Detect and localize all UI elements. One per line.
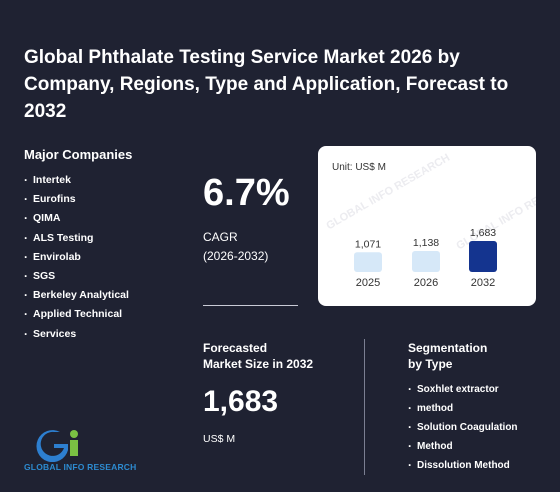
horizontal-divider — [203, 305, 298, 306]
category-label: 2032 — [471, 277, 495, 289]
category-label: 2025 — [356, 277, 380, 289]
bar-2025 — [354, 252, 382, 272]
bar-chart: 1,071 2025 1,138 2026 1,683 2032 — [354, 227, 497, 289]
bar-value-label: 1,138 — [413, 237, 439, 249]
bar-2032 — [469, 241, 497, 272]
company-item: QIMA — [24, 209, 174, 228]
segmentation-item: Soxhlet extractor — [408, 380, 548, 399]
chart-unit-label: Unit: US$ M — [332, 162, 386, 173]
brand-logo: GLOBAL INFO RESEARCH — [24, 426, 164, 474]
company-item: Envirolab — [24, 248, 174, 267]
segmentation-item-continued: Method — [408, 437, 548, 456]
segmentation-item: Solution Coagulation — [408, 418, 548, 437]
market-size-chart-card: GLOBAL INFO RESEARCH GLOBAL INFO RESEARC… — [318, 146, 536, 306]
bar-value-label: 1,683 — [470, 227, 496, 239]
vertical-divider — [364, 339, 365, 475]
segmentation-heading-line1: Segmentation — [408, 341, 488, 355]
bar-2026 — [412, 251, 440, 272]
segmentation-item: Dissolution Method — [408, 456, 548, 475]
cagr-label: CAGR — [203, 230, 238, 244]
segmentation-heading: Segmentation by Type — [408, 340, 487, 372]
company-item-continued: Services — [24, 325, 174, 344]
forecast-label-line1: Forecasted — [203, 341, 268, 355]
company-item: Berkeley Analytical — [24, 286, 174, 305]
company-item: Intertek — [24, 171, 174, 190]
logo-mark-icon — [36, 430, 78, 463]
cagr-period: (2026-2032) — [203, 249, 269, 263]
company-list: Intertek Eurofins QIMA ALS Testing Envir… — [24, 171, 174, 344]
cagr-value: 6.7% — [203, 172, 290, 214]
bar-value-label: 1,071 — [355, 238, 381, 250]
cagr-label-block: CAGR (2026-2032) — [203, 228, 268, 266]
logo-text: GLOBAL INFO RESEARCH — [24, 462, 137, 472]
forecast-label: Forecasted Market Size in 2032 — [203, 340, 313, 372]
segmentation-heading-line2: by Type — [408, 357, 453, 371]
major-companies-heading: Major Companies — [24, 147, 133, 162]
company-item: SGS — [24, 267, 174, 286]
forecast-value: 1,683 — [203, 385, 279, 418]
category-label: 2026 — [414, 277, 438, 289]
segmentation-item-continued: method — [408, 399, 548, 418]
segmentation-list: Soxhlet extractor method Solution Coagul… — [408, 380, 548, 475]
forecast-label-line2: Market Size in 2032 — [203, 357, 314, 371]
company-item: Eurofins — [24, 190, 174, 209]
company-item: Applied Technical — [24, 305, 174, 324]
forecast-unit: US$ M — [203, 433, 236, 445]
report-title: Global Phthalate Testing Service Market … — [24, 47, 509, 122]
company-item: ALS Testing — [24, 229, 174, 248]
